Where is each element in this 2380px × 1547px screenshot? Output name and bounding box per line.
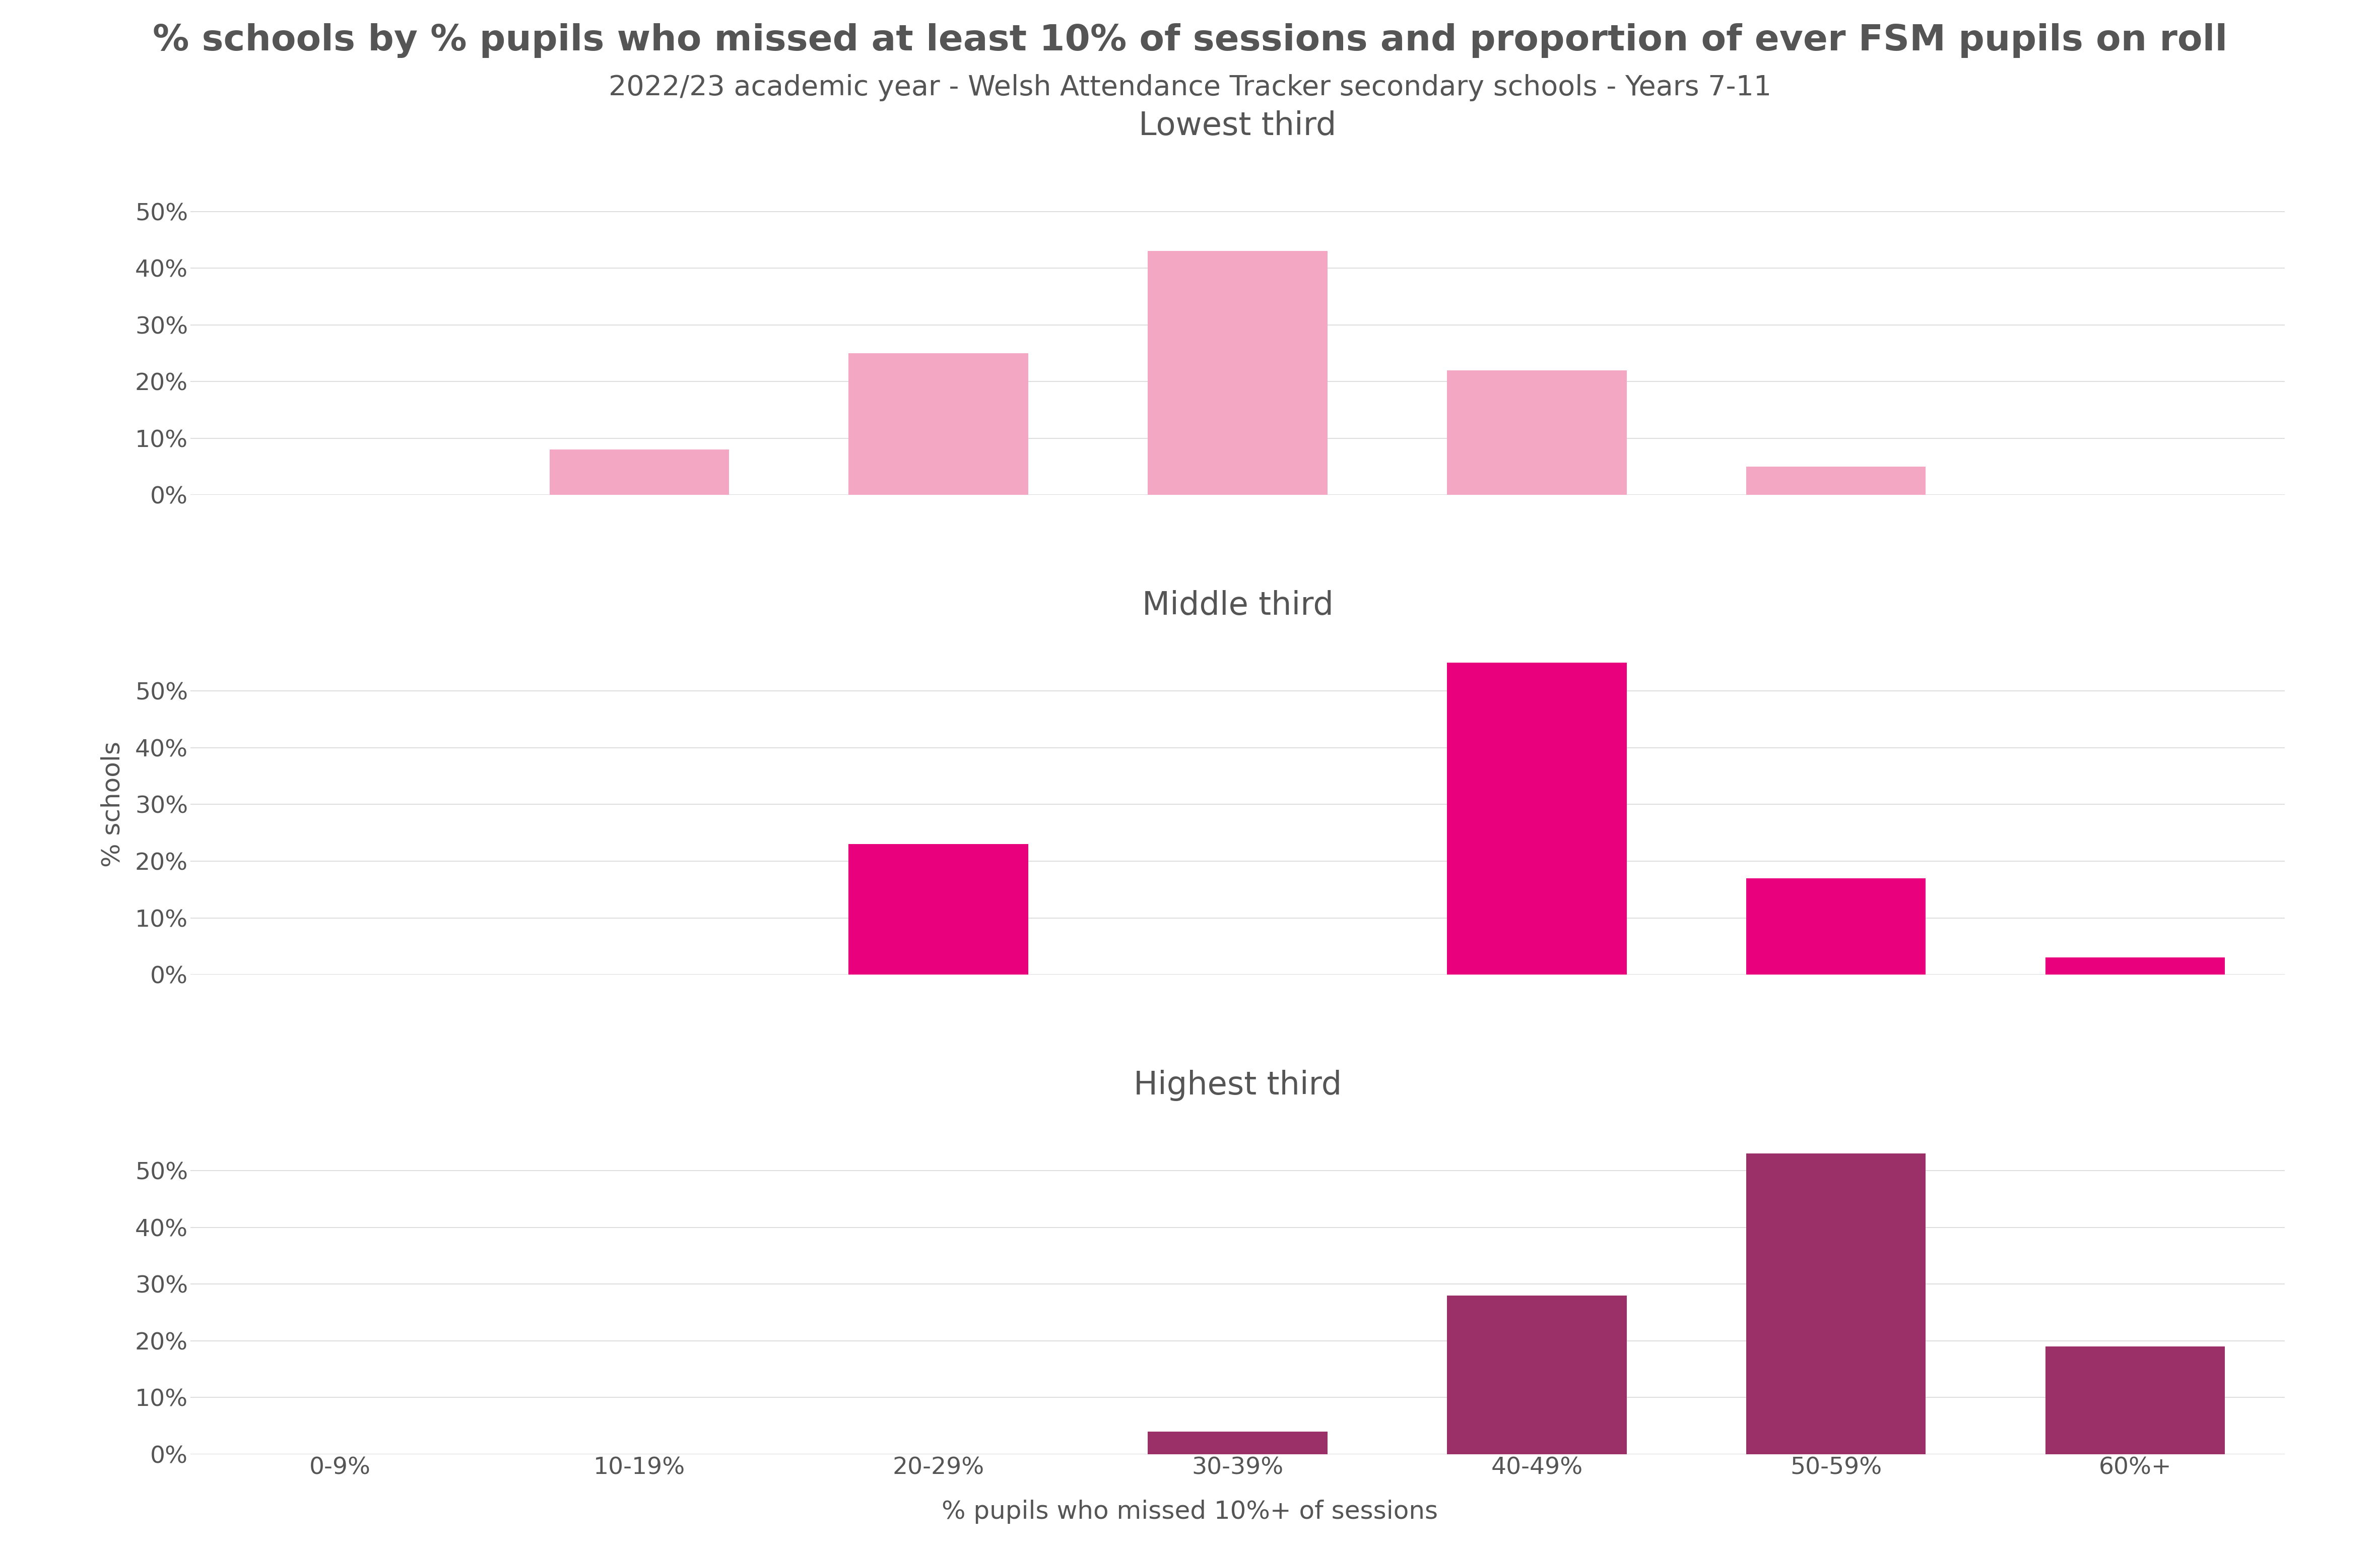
Bar [1147,1431,1328,1454]
Y-axis label: % schools: % schools [100,741,124,868]
Bar [1447,662,1626,975]
Bar [550,450,728,495]
Text: 2022/23 academic year - Welsh Attendance Tracker secondary schools - Years 7-11: 2022/23 academic year - Welsh Attendance… [609,74,1771,102]
Bar [1747,879,1925,975]
Text: % schools by % pupils who missed at least 10% of sessions and proportion of ever: % schools by % pupils who missed at leas… [152,23,2228,57]
Title: Highest third: Highest third [1133,1069,1342,1101]
Bar [1147,251,1328,495]
Text: % pupils who missed 10%+ of sessions: % pupils who missed 10%+ of sessions [942,1499,1438,1524]
Title: Middle third: Middle third [1142,589,1333,622]
Bar [1747,467,1925,495]
Title: Lowest third: Lowest third [1138,110,1338,142]
Bar [2044,958,2225,975]
Bar [1747,1154,1925,1454]
Bar [2044,1346,2225,1454]
Bar [850,845,1028,975]
Bar [850,353,1028,495]
Bar [1447,370,1626,495]
Bar [1447,1295,1626,1454]
